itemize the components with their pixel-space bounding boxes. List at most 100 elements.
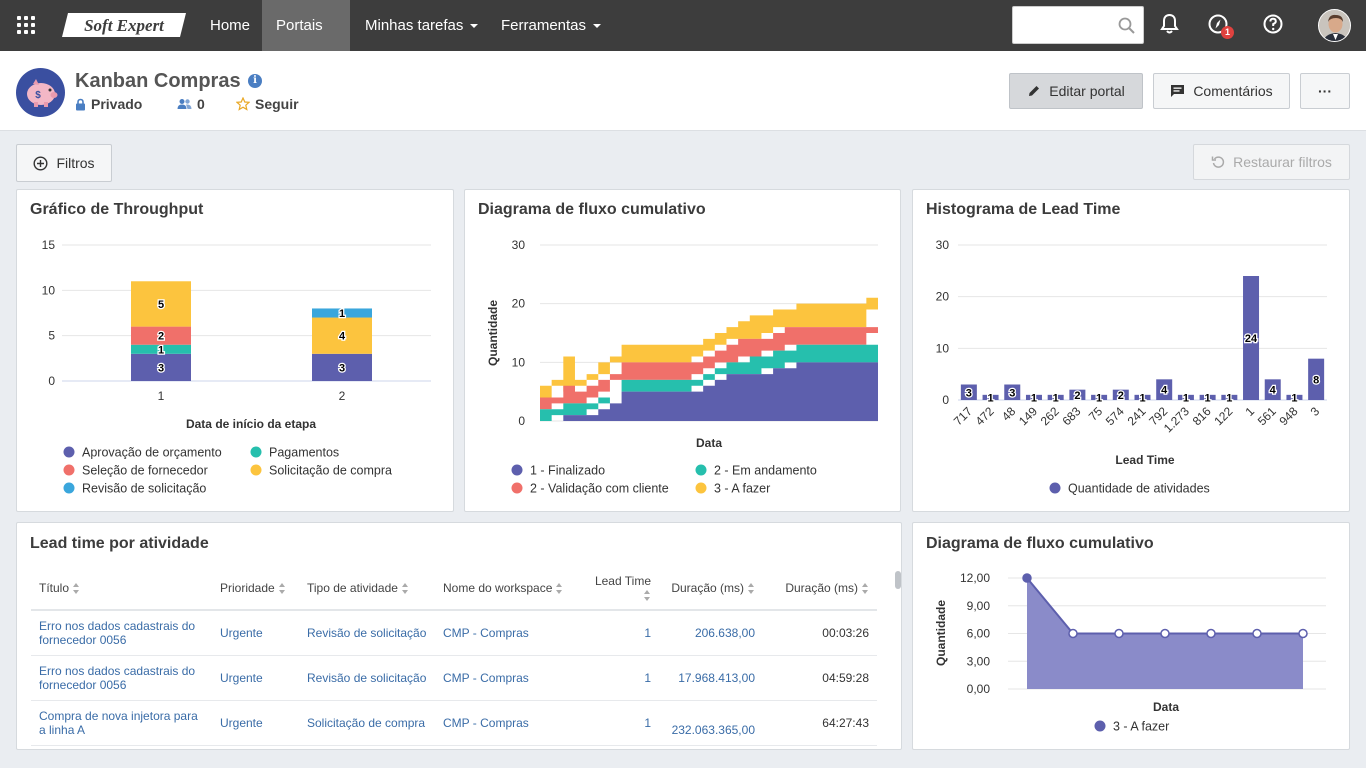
nav-home[interactable]: Home — [210, 17, 251, 34]
table-scrollbar[interactable] — [895, 571, 901, 589]
sort-icon[interactable] — [278, 583, 286, 595]
undo-icon — [1211, 156, 1225, 168]
column-header[interactable]: Tipo de atividade — [299, 581, 435, 595]
nav-portais[interactable]: Portais — [262, 0, 350, 80]
user-avatar[interactable] — [1318, 9, 1351, 42]
comments-button[interactable]: Comentários — [1153, 73, 1290, 109]
legend-item-label: 3 - A fazer — [1113, 720, 1169, 734]
edit-portal-label: Editar portal — [1049, 83, 1125, 99]
cell-ms: 17.968.413,00 — [678, 671, 755, 685]
cell-title[interactable]: Compra de nova injetora para a linha A — [39, 709, 198, 737]
cfd-title: Diagrama de fluxo cumulativo — [478, 201, 706, 218]
data-point — [1252, 628, 1262, 639]
search-input[interactable] — [1012, 6, 1144, 44]
y-tick-label: 6,00 — [967, 627, 991, 641]
bar-segment — [131, 326, 191, 345]
cell-type[interactable]: Revisão de solicitação — [307, 671, 427, 685]
apps-grid-icon[interactable] — [17, 16, 35, 34]
x-axis-title: Data — [696, 436, 722, 450]
y-tick-label: 30 — [512, 238, 526, 252]
y-tick-label: 5 — [48, 329, 55, 343]
sort-icon[interactable] — [73, 583, 80, 595]
cell-ms: 206.638,00 — [694, 626, 755, 640]
y-tick-label: 0,00 — [967, 682, 991, 696]
bar-segment — [131, 344, 191, 354]
table-row[interactable]: Erro nos dados cadastrais do fornecedor … — [31, 656, 877, 701]
x-tick-label: 149 — [1016, 404, 1040, 428]
legend-item-label: Solicitação de compra — [269, 464, 392, 478]
star-icon — [236, 97, 250, 111]
histogram-bar — [1156, 379, 1173, 400]
sort-icon[interactable] — [644, 590, 651, 602]
x-tick-label: 2 — [339, 389, 346, 403]
column-header[interactable]: Duração (ms) — [659, 581, 763, 595]
cell-workspace[interactable]: CMP - Compras — [443, 671, 529, 685]
sort-icon[interactable] — [862, 583, 869, 595]
x-tick-label: 717 — [951, 404, 975, 428]
cell-title[interactable]: Erro nos dados cadastrais do fornecedor … — [39, 619, 196, 647]
lock-icon — [76, 98, 85, 110]
sort-icon[interactable] — [556, 583, 563, 595]
cell-workspace[interactable]: CMP - Compras — [443, 716, 529, 730]
histogram-bar — [960, 384, 977, 400]
histogram-bar — [1308, 358, 1325, 400]
data-point — [1114, 628, 1124, 639]
bar-segment — [131, 281, 191, 327]
help-icon[interactable] — [1262, 13, 1284, 35]
histogram-bar — [1264, 379, 1281, 400]
sort-icon[interactable] — [401, 583, 409, 595]
data-label: 3 — [1009, 387, 1015, 399]
x-tick-label: 574 — [1103, 404, 1127, 428]
comments-label: Comentários — [1193, 83, 1273, 99]
bell-icon[interactable] — [1160, 13, 1179, 35]
x-tick-label: 48 — [999, 404, 1019, 424]
cell-lead: 1 — [644, 626, 651, 640]
histogram-bar — [1134, 394, 1151, 400]
filters-button[interactable]: Filtros — [16, 144, 112, 182]
column-header[interactable]: Título — [31, 581, 212, 595]
nav-minhas-tarefas[interactable]: Minhas tarefas — [351, 0, 492, 51]
pencil-icon — [1029, 86, 1040, 96]
column-header[interactable]: Prioridade — [212, 581, 299, 595]
x-axis-title: Data — [1153, 700, 1179, 714]
members-count[interactable]: 0 — [177, 96, 205, 112]
data-label: 3 — [158, 362, 164, 374]
more-options-button[interactable]: ··· — [1300, 73, 1350, 109]
area-series — [540, 309, 878, 410]
x-tick-label: 1 — [1243, 404, 1258, 419]
info-icon[interactable]: i — [248, 74, 262, 88]
table-body: Erro nos dados cadastrais do fornecedor … — [31, 611, 877, 746]
compass-icon[interactable] — [1207, 13, 1229, 35]
data-label: 1 — [1291, 392, 1297, 404]
search-icon[interactable] — [1118, 17, 1135, 34]
follow-button[interactable]: Seguir — [236, 96, 299, 112]
column-header[interactable]: Lead Time — [580, 574, 659, 602]
x-tick-label: 948 — [1276, 404, 1300, 428]
table-row[interactable]: Compra de nova injetora para a linha A Ur… — [31, 701, 877, 746]
column-header[interactable]: Nome do workspace — [435, 581, 580, 595]
histogram-chart: 0102030371714723481149126226831752574124… — [936, 238, 1327, 496]
cell-dur: 04:59:28 — [822, 671, 869, 685]
cell-type[interactable]: Solicitação de compra — [307, 716, 426, 730]
cell-type[interactable]: Revisão de solicitação — [307, 626, 427, 640]
table-header: Título Prioridade Tipo de atividade Nome do… — [31, 567, 877, 611]
data-label: 1 — [339, 308, 345, 320]
bar-segment — [312, 317, 372, 354]
cell-title[interactable]: Erro nos dados cadastrais do fornecedor … — [39, 664, 196, 692]
table-row[interactable]: Erro nos dados cadastrais do fornecedor … — [31, 611, 877, 656]
cell-workspace[interactable]: CMP - Compras — [443, 626, 529, 640]
legend-item-label: 2 - Validação com cliente — [530, 482, 669, 496]
data-label: 8 — [1313, 374, 1319, 386]
softexpert-logo[interactable]: Soft Expert — [62, 11, 188, 39]
column-header[interactable]: Duração (ms) — [763, 581, 877, 595]
edit-portal-button[interactable]: Editar portal — [1009, 73, 1143, 109]
data-point — [1068, 628, 1078, 639]
y-tick-label: 20 — [936, 290, 950, 304]
y-tick-label: 10 — [512, 355, 526, 369]
legend-item-marker — [63, 464, 75, 476]
histogram-bar — [1004, 384, 1021, 400]
nav-ferramentas[interactable]: Ferramentas — [487, 0, 615, 51]
more-options-label: ··· — [1318, 83, 1332, 99]
sort-icon[interactable] — [748, 583, 755, 595]
